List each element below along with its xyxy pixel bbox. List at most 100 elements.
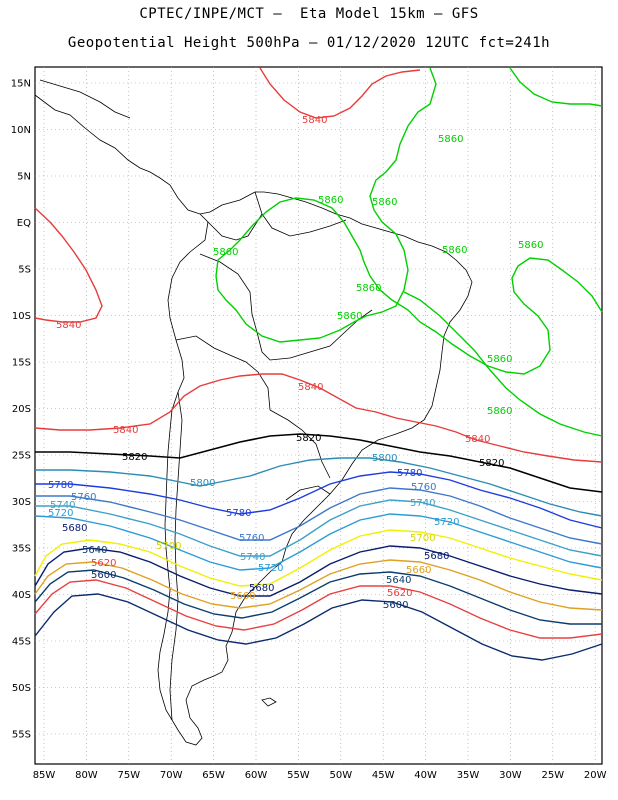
label-5840-top: 5840 <box>302 115 327 126</box>
label-5780-2: 5780 <box>48 480 73 491</box>
coastline-central-america <box>34 94 256 215</box>
lon-tick-label: 50W <box>329 770 352 781</box>
lon-tick-label: 75W <box>117 770 140 781</box>
label-5600-1: 5600 <box>91 570 116 581</box>
lat-tick-label: 10S <box>12 311 31 322</box>
lon-tick-label: 20W <box>584 770 607 781</box>
lat-tick-label: 5N <box>17 172 31 183</box>
contour-5660 <box>34 559 603 611</box>
lat-tick-label: 15N <box>11 79 31 90</box>
lon-tick-label: 60W <box>245 770 268 781</box>
contour-5860-c <box>403 291 603 437</box>
label-5780-3: 5780 <box>226 508 251 519</box>
label-5860-6: 5860 <box>518 240 543 251</box>
coastline-south-america <box>157 191 473 746</box>
label-5700-2: 5700 <box>156 541 181 552</box>
contour-5720 <box>34 513 603 571</box>
border-paraguay <box>269 409 331 479</box>
contour-5700 <box>34 529 603 587</box>
contour-5600 <box>34 593 603 661</box>
label-5660-1: 5660 <box>406 565 431 576</box>
lat-tick-label: 35S <box>12 544 31 555</box>
falkland-islands <box>261 697 277 707</box>
lon-tick-label: 55W <box>287 770 310 781</box>
border-chile-argentina <box>169 391 183 721</box>
lat-tick-label: 45S <box>12 637 31 648</box>
lat-tick-label: 50S <box>12 683 31 694</box>
lon-tick-label: 35W <box>457 770 480 781</box>
lat-tick-label: EQ <box>17 218 31 229</box>
label-5860-3: 5860 <box>372 197 397 208</box>
label-5840-east: 5840 <box>465 434 490 445</box>
label-5620-1: 5620 <box>91 558 116 569</box>
label-5860-1: 5860 <box>438 134 463 145</box>
label-5760-1: 5760 <box>411 482 436 493</box>
contour-5680 <box>34 545 603 597</box>
label-5860-4: 5860 <box>213 247 238 258</box>
label-5780-1: 5780 <box>397 468 422 479</box>
lat-tick-label: 15S <box>12 358 31 369</box>
label-5820-2: 5820 <box>122 452 147 463</box>
contour-5780 <box>35 471 603 529</box>
contour-5860-a <box>215 67 603 375</box>
label-5840-south: 5840 <box>113 425 138 436</box>
label-5740-1: 5740 <box>410 498 435 509</box>
lon-tick-label: 30W <box>499 770 522 781</box>
border-brazil-west <box>199 253 373 361</box>
label-5840-mid: 5840 <box>298 382 323 393</box>
label-5660-2: 5660 <box>230 591 255 602</box>
label-5800-2: 5800 <box>190 478 215 489</box>
border-bolivia-peru <box>175 335 271 411</box>
label-5860-7: 5860 <box>356 283 381 294</box>
contour-5840-a <box>259 67 421 119</box>
label-5600-2: 5600 <box>383 600 408 611</box>
label-5720-1: 5720 <box>434 517 459 528</box>
label-5680-2: 5680 <box>424 551 449 562</box>
contour-5820 <box>35 433 603 493</box>
border-colombia-venezuela <box>207 213 263 241</box>
graticule <box>35 67 602 764</box>
label-5760-3: 5760 <box>239 533 264 544</box>
lat-tick-label: 10N <box>11 125 31 136</box>
label-5740-3: 5740 <box>240 552 265 563</box>
lat-tick-label: 55S <box>12 730 31 741</box>
lon-tick-label: 85W <box>33 770 56 781</box>
label-5840-west: 5840 <box>56 320 81 331</box>
lon-tick-label: 80W <box>75 770 98 781</box>
lon-tick-label: 25W <box>541 770 564 781</box>
label-5820-1: 5820 <box>296 433 321 444</box>
label-5860-10: 5860 <box>487 406 512 417</box>
contour-5760 <box>35 487 603 545</box>
lat-tick-label: 30S <box>12 497 31 508</box>
lon-tick-label: 45W <box>372 770 395 781</box>
chart-title: CPTEC/INPE/MCT – Eta Model 15km – GFS <box>139 6 479 22</box>
label-5640-1: 5640 <box>82 545 107 556</box>
contour-5740 <box>35 499 603 557</box>
label-5720-2: 5720 <box>48 508 73 519</box>
contour-5620 <box>34 579 603 639</box>
label-5860-9: 5860 <box>487 354 512 365</box>
contour-5860-b <box>509 67 603 107</box>
label-5680-3: 5680 <box>249 583 274 594</box>
contour-5840-c <box>34 373 603 463</box>
contour-5640 <box>34 569 602 625</box>
axis-ticks: 15N 10N 5N EQ 5S 10S 15S 20S 25S 30S 35S 40S 45S 50S 5… <box>11 79 607 782</box>
coastline-borders <box>34 79 473 746</box>
label-5760-2: 5760 <box>71 492 96 503</box>
lat-tick-label: 40S <box>12 590 31 601</box>
lon-tick-label: 40W <box>414 770 437 781</box>
lon-tick-label: 70W <box>160 770 183 781</box>
lat-tick-label: 20S <box>12 404 31 415</box>
label-5720-3: 5720 <box>258 563 283 574</box>
label-5620-2: 5620 <box>387 588 412 599</box>
label-5680-1: 5680 <box>62 523 87 534</box>
coastline-central-america-north <box>39 79 131 119</box>
chart-subtitle: Geopotential Height 500hPa – 01/12/2020 … <box>67 35 551 51</box>
label-5800-1: 5800 <box>372 453 397 464</box>
label-5740-2: 5740 <box>50 500 75 511</box>
contour-5840-b <box>34 207 103 323</box>
label-5860-5: 5860 <box>442 245 467 256</box>
lat-tick-label: 25S <box>12 451 31 462</box>
lon-tick-label: 65W <box>202 770 225 781</box>
